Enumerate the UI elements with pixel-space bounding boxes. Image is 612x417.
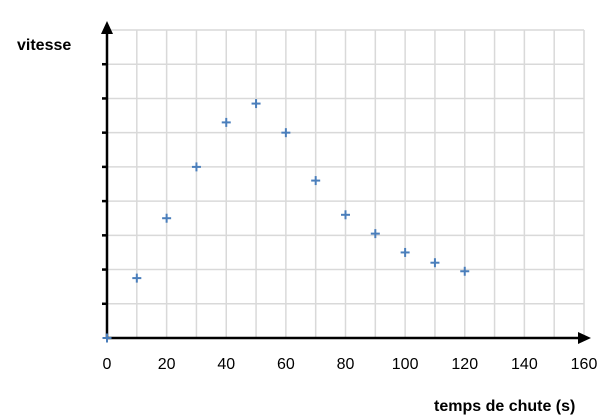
x-tick-label: 120 — [451, 356, 478, 373]
data-point — [102, 333, 112, 343]
x-tick-label: 80 — [337, 356, 355, 373]
data-point — [251, 99, 261, 109]
data-point — [281, 128, 291, 138]
data-point — [370, 229, 380, 239]
x-tick-label: 160 — [571, 356, 598, 373]
x-tick-label: 20 — [158, 356, 176, 373]
tick-labels: 0 20 40 60 80 100 120 140 160 — [103, 356, 598, 373]
data-point — [191, 162, 201, 172]
data-points — [102, 99, 470, 343]
axes — [101, 21, 591, 344]
x-tick-label: 100 — [392, 356, 419, 373]
data-point — [162, 213, 172, 223]
data-point — [132, 273, 142, 283]
x-tick-label: 60 — [277, 356, 295, 373]
y-axis-arrow — [101, 21, 113, 34]
data-point — [400, 247, 410, 257]
x-tick-label: 140 — [511, 356, 538, 373]
x-tick-label: 0 — [103, 356, 112, 373]
data-point — [460, 266, 470, 276]
data-point — [311, 176, 321, 186]
x-axis-arrow — [578, 332, 591, 344]
data-point — [341, 210, 350, 220]
data-point — [430, 258, 440, 268]
x-axis-title: temps de chute (s) — [434, 398, 575, 415]
x-tick-label: 40 — [217, 356, 235, 373]
data-point — [221, 117, 231, 127]
grid — [107, 29, 585, 338]
y-axis-title: vitesse — [17, 37, 71, 54]
